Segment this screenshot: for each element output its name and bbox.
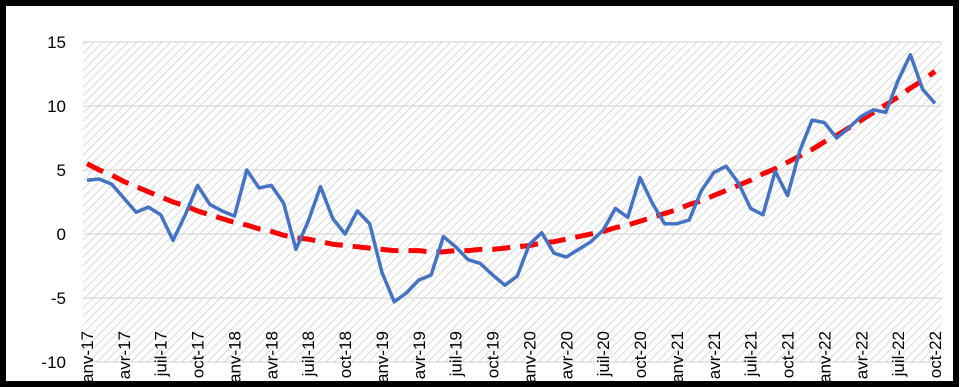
x-tick-label: oct-18 xyxy=(336,331,355,378)
y-tick-label: -5 xyxy=(51,289,66,308)
plot-area xyxy=(83,42,942,362)
y-tick-label: 10 xyxy=(47,97,66,116)
x-tick-label: juil-18 xyxy=(299,331,318,377)
x-tick-label: avr-18 xyxy=(262,331,281,379)
y-tick-label: 5 xyxy=(57,161,66,180)
x-tick-label: avr-19 xyxy=(410,331,429,379)
x-tick-label: oct-22 xyxy=(926,331,945,378)
x-tick-label: janv-22 xyxy=(815,331,834,387)
x-tick-label: janv-17 xyxy=(78,331,97,387)
trend-line xyxy=(85,69,937,255)
x-tick-label: juil-17 xyxy=(152,331,171,377)
x-tick-label: janv-18 xyxy=(225,331,244,387)
x-tick-label: oct-20 xyxy=(631,331,650,378)
x-tick-label: juil-22 xyxy=(889,331,908,377)
x-tick-label: juil-20 xyxy=(594,331,613,377)
x-tick-label: janv-21 xyxy=(668,331,687,387)
x-tick-label: oct-17 xyxy=(189,331,208,378)
x-tick-label: avr-20 xyxy=(557,331,576,379)
y-tick-label: 15 xyxy=(47,33,66,52)
x-tick-label: janv-20 xyxy=(520,331,539,387)
x-tick-label: janv-19 xyxy=(373,331,392,387)
x-tick-label: oct-21 xyxy=(779,331,798,378)
x-tick-label: juil-21 xyxy=(742,331,761,377)
x-tick-label: avr-22 xyxy=(852,331,871,379)
y-tick-label: -10 xyxy=(41,353,66,372)
x-tick-label: avr-21 xyxy=(705,331,724,379)
x-tick-label: oct-19 xyxy=(484,331,503,378)
x-tick-label: avr-17 xyxy=(115,331,134,379)
data-line xyxy=(86,53,937,304)
y-tick-label: 0 xyxy=(57,225,66,244)
x-tick-label: juil-19 xyxy=(447,331,466,377)
